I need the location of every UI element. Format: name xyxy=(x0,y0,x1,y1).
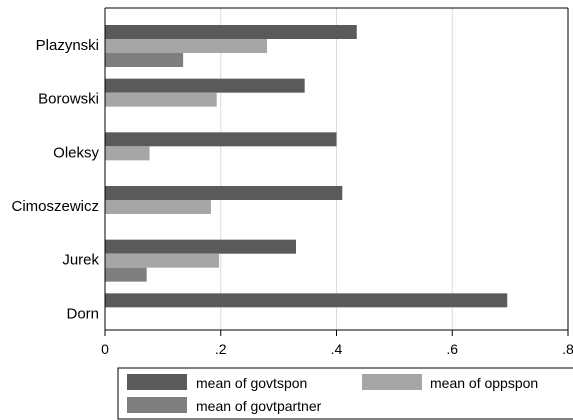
grid-lines xyxy=(220,8,569,330)
bar xyxy=(105,253,220,268)
bar xyxy=(105,267,147,282)
x-tick-label: .8 xyxy=(562,341,573,357)
bars xyxy=(105,25,508,308)
legend-swatch xyxy=(127,374,187,390)
bar xyxy=(105,239,296,254)
bar xyxy=(105,132,337,147)
x-tick-labels: 0 .2 .4 .6 .8 xyxy=(101,341,573,357)
legend-label: mean of govtspon xyxy=(196,375,307,391)
bar xyxy=(105,200,211,214)
bar xyxy=(105,25,357,39)
bar xyxy=(105,39,268,53)
x-tick-label: .2 xyxy=(215,341,227,357)
x-tick-label: 0 xyxy=(101,341,109,357)
axes xyxy=(104,7,569,336)
legend-label: mean of govtpartner xyxy=(196,398,322,414)
x-tick-label: .6 xyxy=(446,341,458,357)
bar xyxy=(105,293,508,308)
bar xyxy=(105,78,305,93)
category-label: Borowski xyxy=(38,91,99,108)
category-label: Dorn xyxy=(66,305,99,322)
category-label: Cimoszewicz xyxy=(11,198,99,215)
legend-label: mean of oppspon xyxy=(430,375,538,391)
category-label: Plazynski xyxy=(36,37,99,54)
bar xyxy=(105,53,184,67)
legend: mean of govtspon mean of oppspon mean of g… xyxy=(117,367,573,420)
legend-swatch xyxy=(362,374,422,390)
legend-swatch xyxy=(127,397,187,413)
bar xyxy=(105,146,150,161)
category-label: Jurek xyxy=(62,252,99,269)
bar xyxy=(105,186,343,200)
category-label: Oleksy xyxy=(53,144,99,161)
category-labels: Plazynski Borowski Oleksy Cimoszewicz Jurek D… xyxy=(11,37,99,322)
bar xyxy=(105,92,217,107)
x-tick-label: .4 xyxy=(331,341,343,357)
legend-box xyxy=(117,367,573,420)
